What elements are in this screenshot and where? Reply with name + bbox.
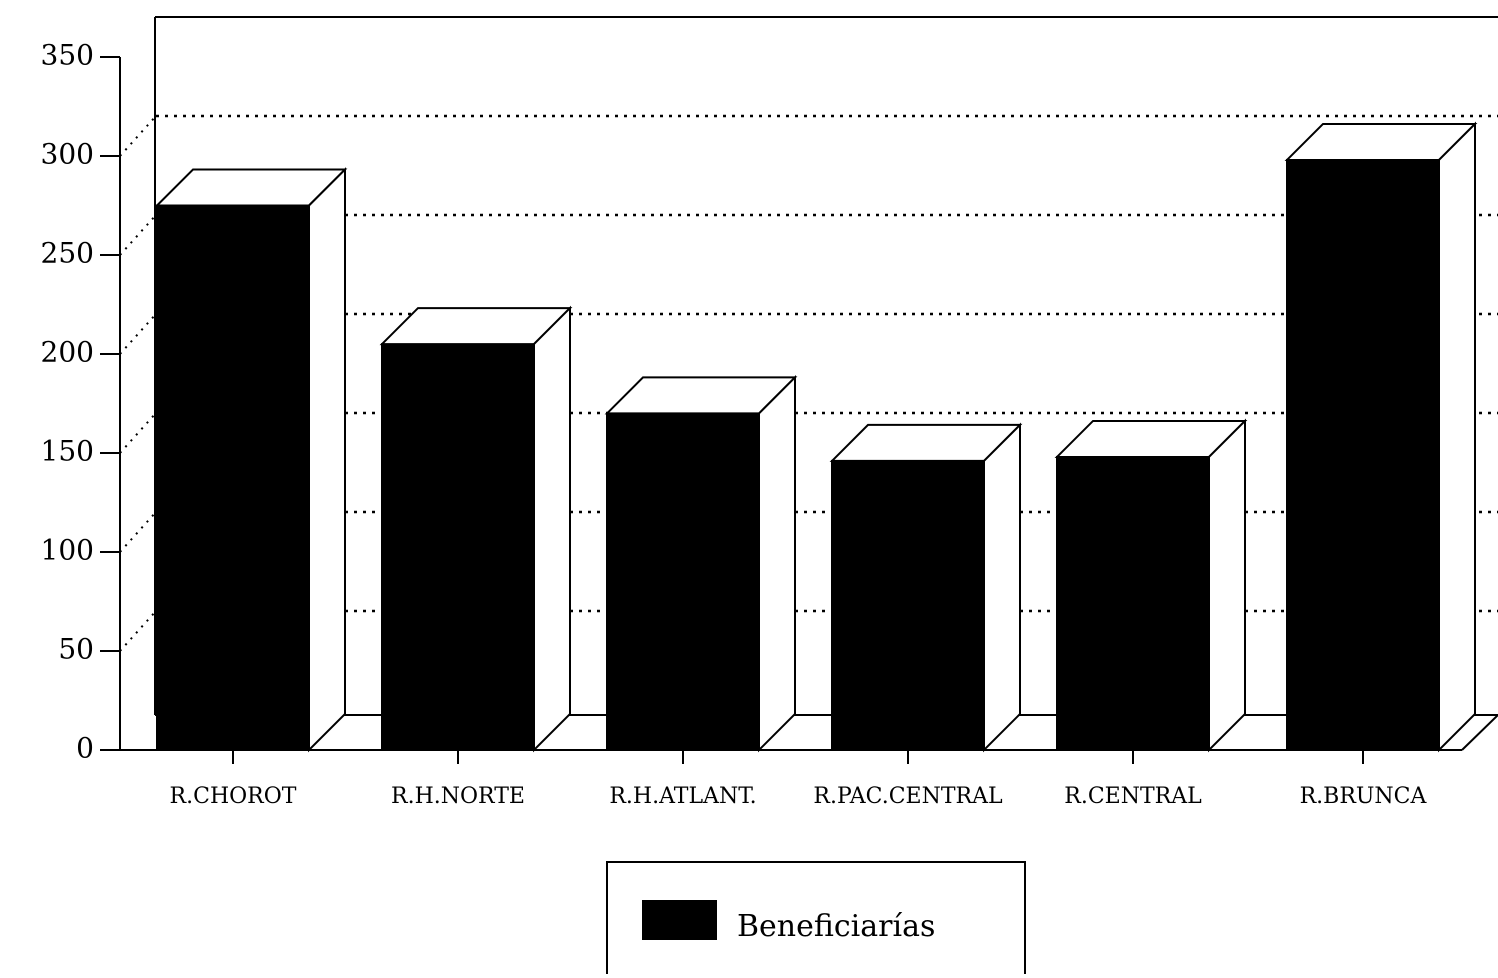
grid-line — [119, 313, 157, 355]
x-tick-label: R.CENTRAL — [1064, 784, 1202, 809]
bar — [1286, 158, 1440, 751]
grid-line — [119, 214, 157, 256]
x-tick-label: R.H.NORTE — [391, 784, 525, 809]
bar-side — [1208, 418, 1246, 753]
grid-line — [119, 610, 157, 652]
grid-line — [119, 511, 157, 553]
bar — [156, 204, 310, 751]
y-tick-label: 0 — [76, 732, 94, 765]
legend-swatch — [642, 900, 717, 940]
bar-side — [758, 374, 796, 753]
bar — [1056, 455, 1210, 751]
y-tick-label: 50 — [58, 633, 94, 666]
bar-side — [1438, 121, 1476, 753]
y-tick-label: 300 — [41, 138, 94, 171]
grid-line — [119, 115, 157, 157]
y-tick-label: 150 — [41, 435, 94, 468]
y-tick-label: 200 — [41, 336, 94, 369]
grid-line — [119, 412, 157, 454]
y-tick-label: 350 — [41, 39, 94, 72]
y-tick-label: 100 — [41, 534, 94, 567]
bar — [831, 459, 985, 751]
bar-side — [533, 305, 571, 753]
x-tick-label: R.BRUNCA — [1300, 784, 1428, 809]
x-tick-label: R.H.ATLANT. — [609, 784, 756, 809]
bar-side — [983, 422, 1021, 753]
frame — [119, 16, 1498, 751]
x-tick-label: R.CHOROT — [170, 784, 297, 809]
bar-side — [308, 167, 346, 753]
bar — [381, 343, 535, 751]
y-tick-label: 250 — [41, 237, 94, 270]
legend-label: Beneficiarías — [737, 909, 935, 944]
bar — [606, 412, 760, 751]
x-tick-label: R.PAC.CENTRAL — [813, 784, 1003, 809]
